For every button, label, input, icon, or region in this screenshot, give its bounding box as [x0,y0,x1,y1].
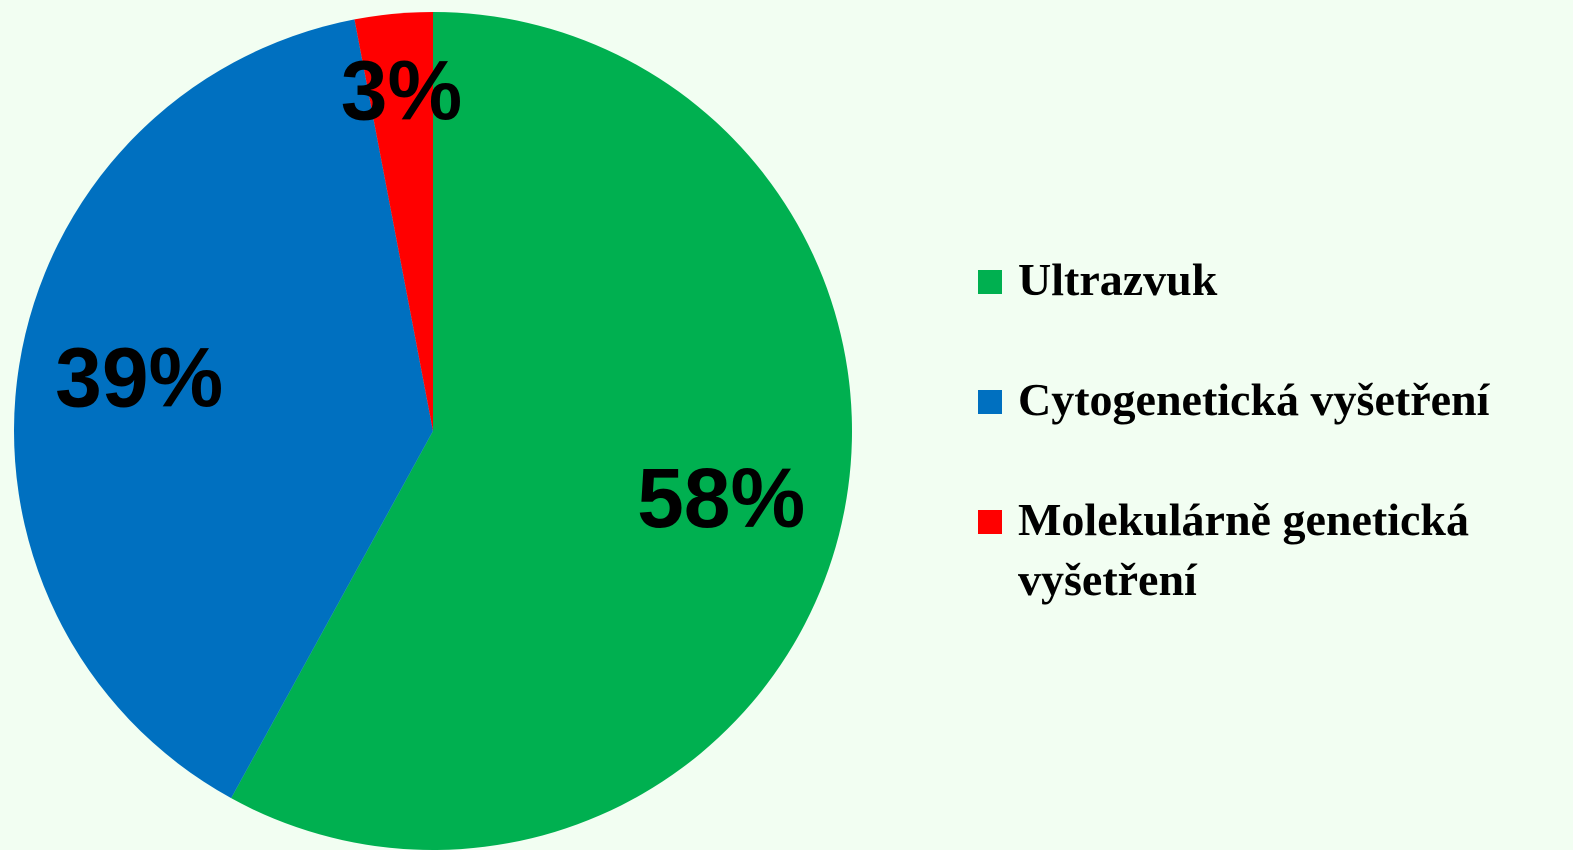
pie-chart: 58% 39% 3% [14,12,853,850]
legend-label: Cytogenetická vyšetření [1018,374,1490,425]
legend-item: Cytogenetická vyšetření [978,370,1558,430]
legend-swatch [978,390,1002,414]
legend-swatch [978,510,1002,534]
data-label: 39% [55,331,223,425]
legend: Ultrazvuk Cytogenetická vyšetření Molekulá… [978,250,1558,670]
legend-item: Ultrazvuk [978,250,1558,310]
legend-item: Molekulárně genetická vyšetření [978,490,1558,610]
data-label: 3% [341,43,462,137]
pie-slice [354,12,433,431]
pie-slice [14,19,433,799]
legend-label: Ultrazvuk [1018,254,1218,305]
legend-label: Molekulárně genetická vyšetření [1018,494,1469,605]
pie-slice [231,12,853,850]
data-label: 58% [637,451,805,545]
legend-swatch [978,270,1002,294]
